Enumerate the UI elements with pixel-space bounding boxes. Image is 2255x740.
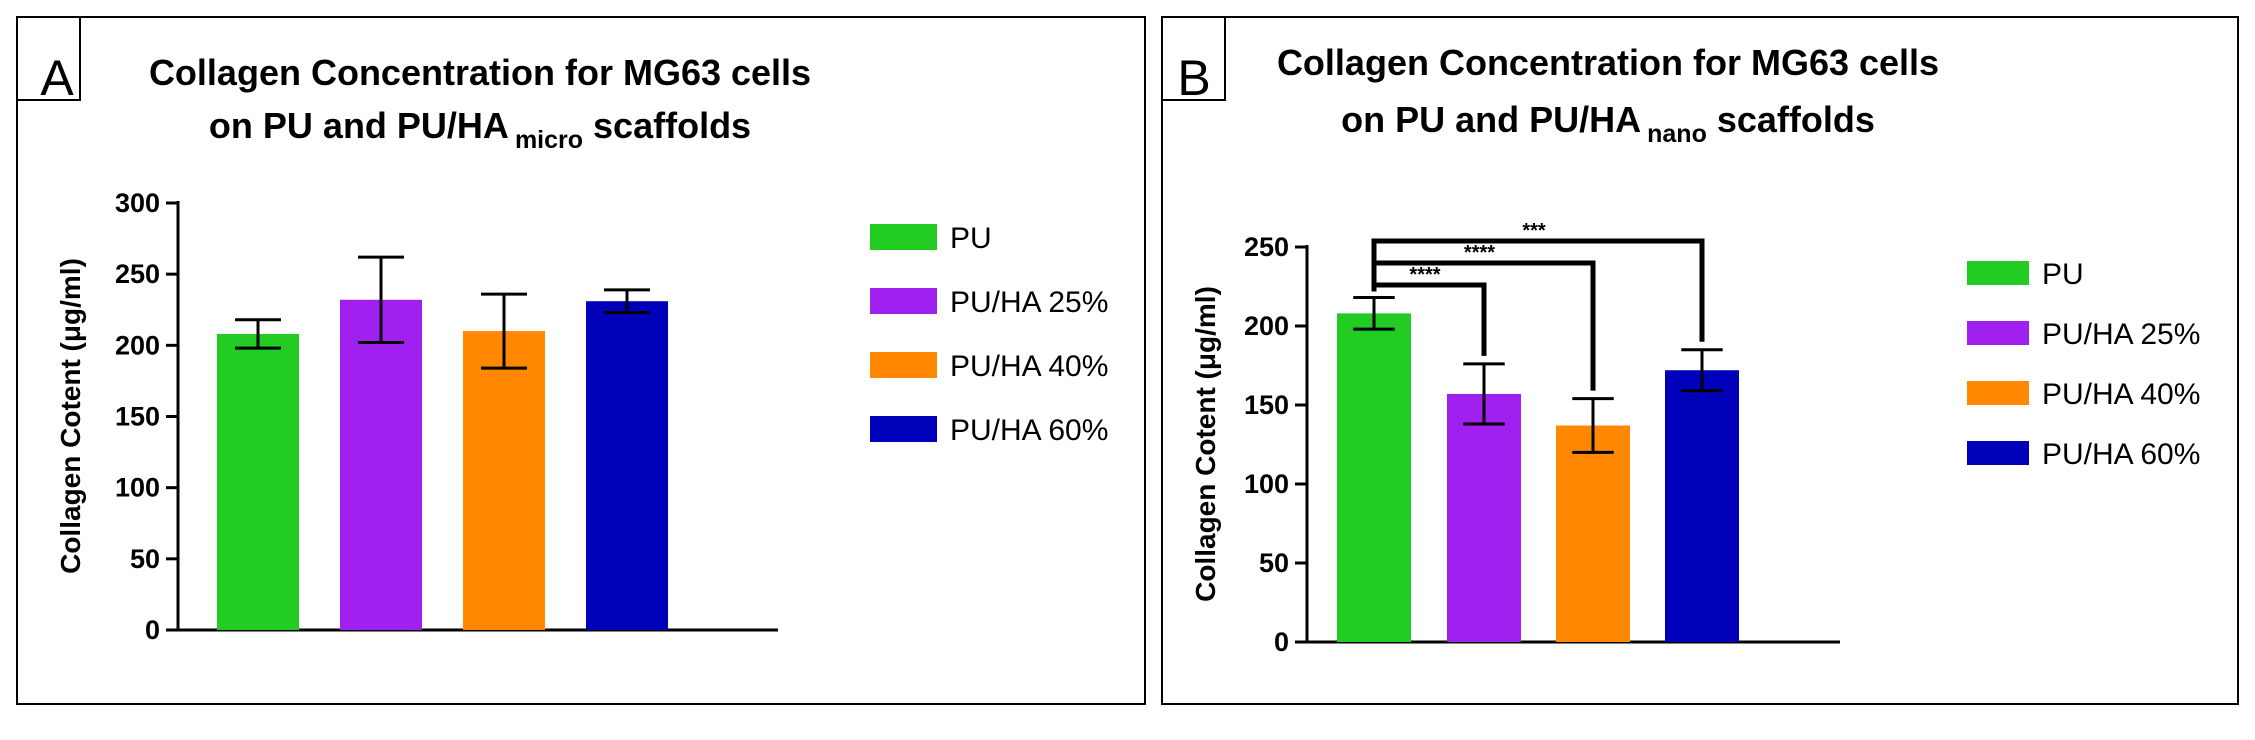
legend-swatch [1967,261,2029,285]
panel-letter-box [1161,16,1226,101]
significance-label: *** [1522,220,1546,242]
bar-pu [217,333,299,630]
y-tick-label: 200 [115,330,160,360]
y-tick-label: 100 [1244,469,1289,499]
panel-frame [1161,16,2239,705]
chart-title-text: on PU and PU/HA [209,105,509,146]
y-tick-label: 300 [115,188,160,218]
y-tick-label: 100 [115,473,160,503]
y-tick-label: 150 [115,402,160,432]
significance-label: **** [1464,242,1495,264]
legend-swatch [870,416,937,442]
legend-swatch [1967,321,2029,345]
panel-b: B Collagen Concentration for MG63 cells on… [1161,16,2239,705]
legend-label: PU/HA 60% [2042,438,2200,471]
bar-pu-ha-25- [1447,393,1521,642]
legend-label: PU/HA 25% [950,286,1108,319]
y-tick-label: 0 [145,615,160,645]
panel-letter-box [16,16,81,101]
y-tick-label: 50 [1259,548,1289,578]
significance-bracket [1371,238,1705,342]
bar-pu-ha-25- [340,299,422,630]
y-tick-label: 50 [130,544,160,574]
chart-title-suffix: scaffolds [583,105,751,146]
legend-swatch [1967,441,2029,465]
bar-pu-ha-40- [463,331,545,630]
panel-frame [16,16,1146,705]
bar-pu [1337,313,1411,642]
y-tick-label: 200 [1244,311,1289,341]
chart-title-line2: on PU and PU/HA micro scaffolds [209,105,751,154]
y-tick-label: 0 [1274,627,1289,657]
legend-swatch [1967,381,2029,405]
bar-pu-ha-40- [1556,425,1630,642]
panel-letter: B [1177,50,1210,106]
significance-label: **** [1409,264,1440,286]
y-tick-label: 250 [1244,232,1289,262]
y-tick-label: 250 [115,259,160,289]
legend-label: PU/HA 40% [2042,378,2200,411]
chart-title-line1: Collagen Concentration for MG63 cells [1277,42,1939,83]
chart-title-line1: Collagen Concentration for MG63 cells [149,52,811,93]
y-tick-label: 150 [1244,390,1289,420]
chart-title-suffix: scaffolds [1707,99,1875,140]
bar-pu-ha-60- [586,301,668,630]
chart-title-line2: on PU and PU/HA nano scaffolds [1341,99,1875,148]
legend-label: PU/HA 40% [950,350,1108,383]
legend-label: PU [950,222,992,255]
legend-swatch [870,224,937,250]
panel-a: A Collagen Concentration for MG63 cells on… [16,16,1146,705]
legend-label: PU [2042,258,2084,291]
bar-pu-ha-60- [1665,370,1739,642]
y-axis-label: Collagen Cotent (μg/ml) [1190,286,1221,602]
chart-title-subscript: micro [515,126,583,154]
legend-label: PU/HA 25% [2042,318,2200,351]
chart-title-text: on PU and PU/HA [1341,99,1641,140]
panel-letter: A [40,50,74,106]
legend-swatch [870,288,937,314]
legend-swatch [870,352,937,378]
chart-title-subscript: nano [1647,120,1707,148]
y-axis-label: Collagen Cotent (μg/ml) [55,258,86,574]
legend-label: PU/HA 60% [950,414,1108,447]
